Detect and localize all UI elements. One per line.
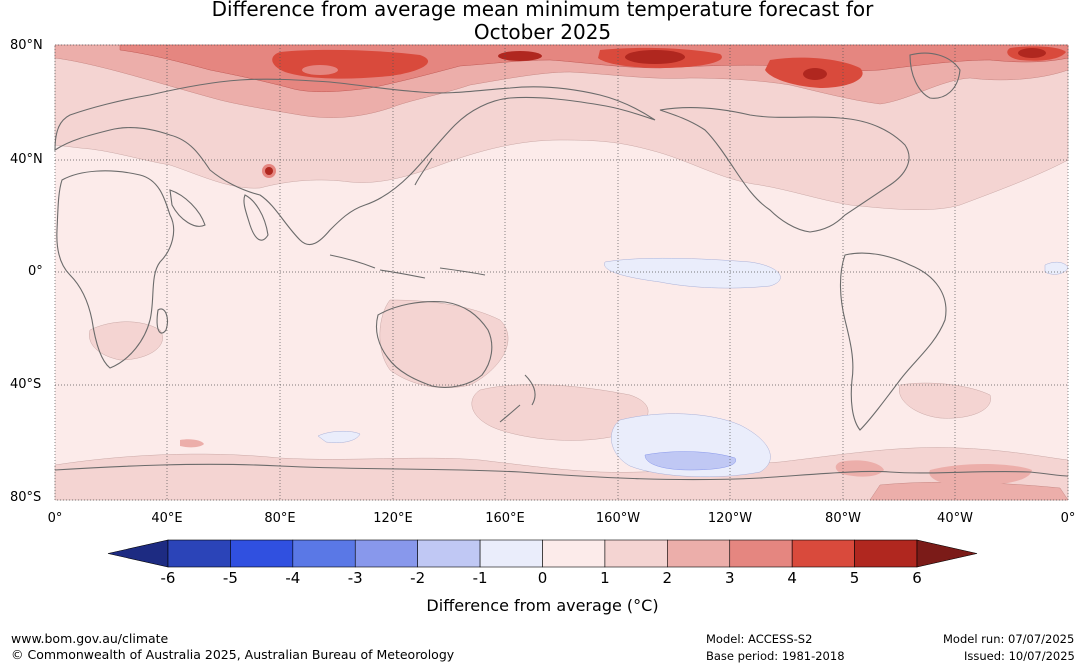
gridlines	[55, 45, 1068, 500]
lon-label-160w: 160°W	[595, 511, 641, 526]
coastline-africa	[56, 170, 175, 369]
colorbar-tick-label: -5	[222, 569, 238, 587]
coastline-indonesia	[329, 254, 486, 279]
coastline-greenland	[909, 52, 961, 99]
lon-label-0-east: 0°	[1060, 511, 1076, 526]
colorbar-cell	[729, 539, 793, 568]
lon-label-80e: 80°E	[264, 511, 296, 526]
colorbar-tick-label: 2	[662, 569, 673, 587]
colorbar-cell	[542, 539, 606, 568]
map-frame	[54, 44, 1069, 501]
footer-model-run: Model run: 07/07/2025	[943, 632, 1075, 646]
colorbar-label: Difference from average (°C)	[426, 596, 659, 615]
colorbar-cell	[292, 539, 356, 568]
colorbar-tick-label: 4	[787, 569, 797, 587]
coastline-eurasia	[54, 78, 656, 245]
coastline-antarctica	[54, 463, 1069, 481]
colorbar-tick-label: 0	[537, 569, 548, 587]
forecast-map	[54, 44, 1069, 501]
colorbar-cell	[791, 539, 855, 568]
coastline-madagascar	[156, 308, 168, 334]
colorbar-cell	[667, 539, 731, 568]
anomaly-core-5	[302, 65, 338, 75]
anomaly-region-indian-warm	[180, 439, 204, 448]
lon-label-160e: 160°E	[485, 511, 525, 526]
anomaly-region-southern-band	[54, 447, 1069, 501]
colorbar-cell	[417, 539, 481, 568]
lat-label-40s: 40°S	[10, 377, 42, 392]
coastline-new-zealand	[499, 374, 536, 423]
anomaly-region-southern-ocean-cooler	[644, 451, 736, 471]
chart-title-line1: Difference from average mean minimum tem…	[211, 0, 874, 21]
coastline-arabia	[169, 189, 206, 227]
colorbar-cell	[854, 539, 918, 568]
colorbar-cell	[230, 539, 294, 568]
anomaly-core-tibet-inner	[265, 167, 273, 175]
footer-base-period: Base period: 1981-2018	[706, 649, 845, 663]
coastlines	[54, 52, 1069, 481]
colorbar-tick-label: -1	[472, 569, 488, 587]
colorbar-tick-label: 1	[600, 569, 610, 587]
anomaly-region-tasman-cool	[317, 431, 361, 443]
colorbar-tick-label: -4	[285, 569, 301, 587]
lat-label-80n: 80°N	[10, 38, 43, 53]
coastline-australia	[375, 301, 493, 388]
colorbar-cell	[354, 539, 418, 568]
colorbar-extend-high	[916, 539, 978, 568]
colorbar-extend-low	[107, 539, 169, 568]
footer-model: Model: ACCESS-S2	[706, 632, 813, 646]
anomaly-core-3	[1018, 48, 1046, 58]
footer-copyright: © Commonwealth of Australia 2025, Austra…	[11, 647, 455, 662]
anomaly-region-south-atlantic	[898, 382, 991, 419]
lon-label-40w: 40°W	[937, 511, 973, 526]
coastline-north-america	[659, 107, 910, 233]
anomaly-region-pacific-cool	[604, 257, 781, 289]
anomaly-core-4	[803, 68, 827, 80]
coastline-india	[243, 194, 269, 241]
colorbar-cell	[479, 539, 543, 568]
colorbar-tick-label: 5	[849, 569, 860, 587]
colorbar-tick-label: 3	[724, 569, 735, 587]
footer-url[interactable]: www.bom.gov.au/climate	[11, 631, 169, 646]
lat-label-eq: 0°	[28, 264, 43, 279]
lat-label-80s: 80°S	[10, 490, 42, 505]
colorbar-tick-label: -6	[160, 569, 176, 587]
colorbar-tick-label: -3	[347, 569, 363, 587]
lon-label-40e: 40°E	[151, 511, 183, 526]
colorbar-tick-label: 6	[912, 569, 922, 587]
coastline-south-america	[839, 252, 947, 431]
lat-label-40n: 40°N	[10, 152, 43, 167]
lon-label-120e: 120°E	[373, 511, 413, 526]
lon-label-80w: 80°W	[825, 511, 861, 526]
colorbar-cell	[604, 539, 668, 568]
anomaly-region-indian-ocean	[89, 321, 163, 361]
colorbar-tick-label: -2	[410, 569, 426, 587]
anomaly-core-2	[498, 51, 542, 61]
lon-label-0: 0°	[47, 511, 63, 526]
anomaly-core-1	[625, 50, 685, 64]
lon-label-120w: 120°W	[707, 511, 753, 526]
colorbar-cell	[167, 539, 231, 568]
chart-title-line2: October 2025	[473, 20, 612, 44]
footer-issued: Issued: 10/07/2025	[964, 649, 1075, 663]
